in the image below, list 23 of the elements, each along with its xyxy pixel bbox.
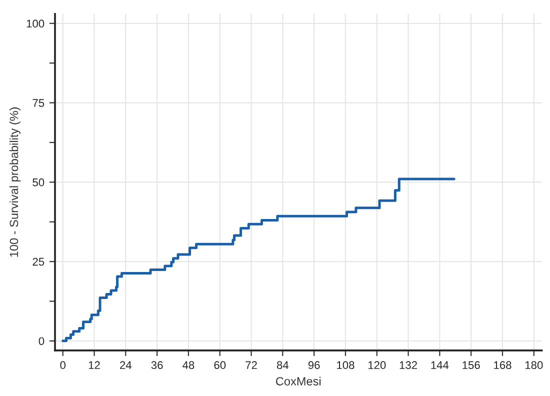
x-tick-label: 60 bbox=[214, 361, 226, 370]
x-tick-label: 84 bbox=[276, 361, 289, 370]
x-tick-label: 168 bbox=[494, 361, 512, 370]
y-tick-label: 75 bbox=[32, 99, 44, 107]
x-tick-label: 24 bbox=[120, 361, 132, 369]
y-tick-label: 100 bbox=[26, 20, 44, 28]
x-tick-label: 120 bbox=[368, 361, 386, 370]
y-tick-label: 50 bbox=[32, 178, 44, 186]
y-tick-label: 0 bbox=[38, 337, 44, 346]
y-tick-label: 25 bbox=[32, 258, 44, 266]
y-axis-title: 100 - Survival probability (%) bbox=[9, 107, 20, 257]
x-tick-label: 72 bbox=[246, 361, 257, 369]
x-axis-title: CoxMesi bbox=[276, 376, 321, 386]
x-tick-label: 144 bbox=[431, 361, 449, 369]
x-tick-label: 108 bbox=[337, 361, 354, 370]
x-tick-label: 48 bbox=[182, 361, 194, 370]
x-tick-label: 96 bbox=[308, 361, 320, 370]
x-tick-label: 156 bbox=[462, 361, 480, 370]
x-tick-label: 12 bbox=[88, 361, 100, 369]
x-tick-label: 36 bbox=[151, 361, 163, 370]
x-tick-label: 132 bbox=[400, 361, 417, 370]
x-tick-label: 180 bbox=[525, 361, 543, 370]
x-tick-label: 0 bbox=[60, 361, 66, 370]
